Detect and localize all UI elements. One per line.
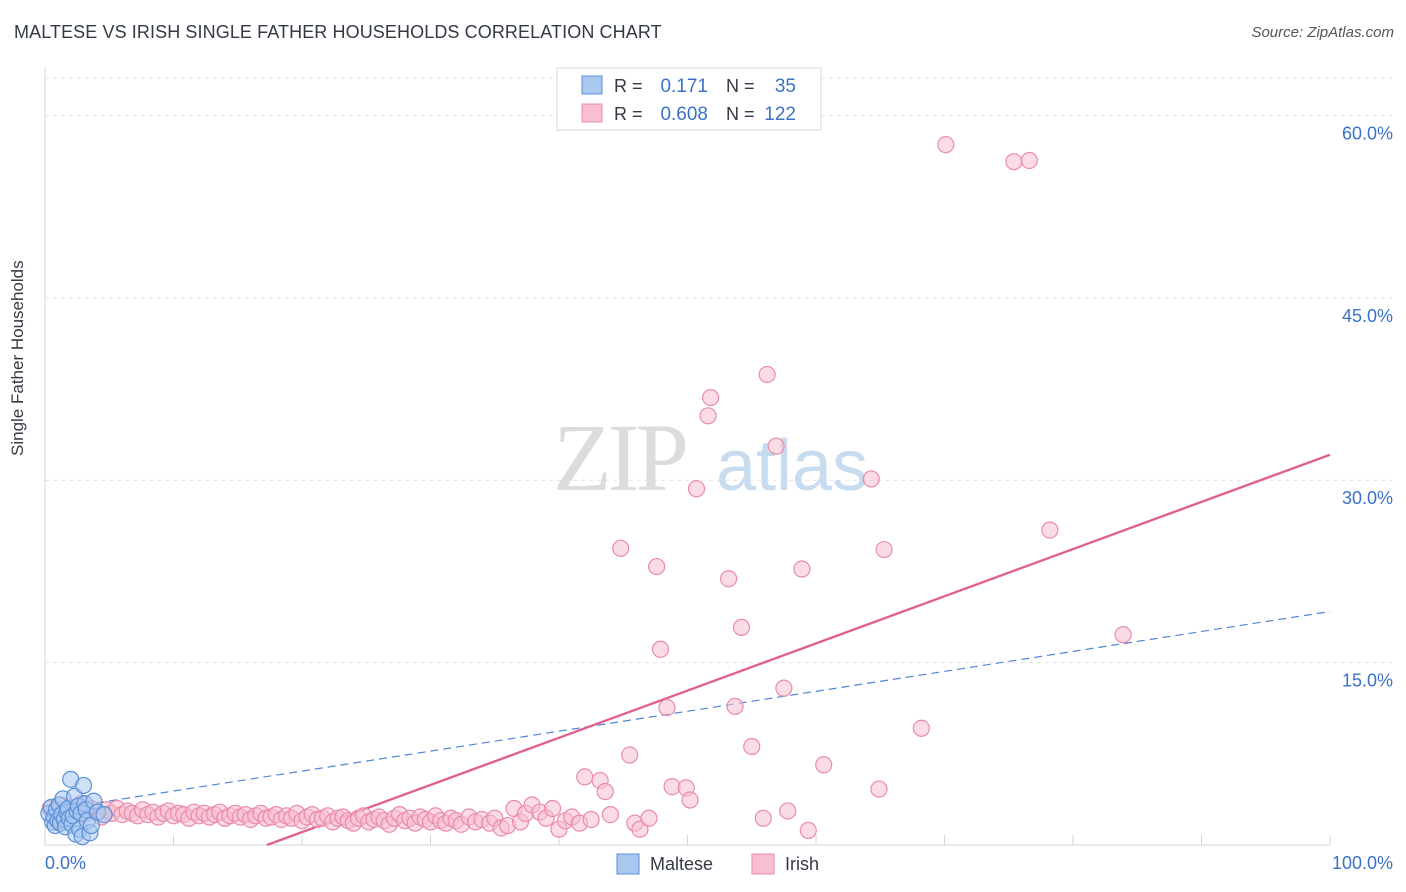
axes: [44, 67, 1330, 846]
maltese-point: [95, 806, 113, 824]
irish-point: [779, 802, 797, 820]
maltese-trend-line: [44, 610, 1331, 812]
irish-point: [612, 539, 630, 557]
stats-legend: R = 0.171 N = 35 R = 0.608 N = 122: [556, 67, 822, 131]
irish-point: [601, 806, 620, 824]
irish-point: [596, 782, 614, 801]
irish-point: [767, 437, 785, 455]
irish-point: [743, 737, 761, 756]
irish-point: [726, 697, 744, 715]
irish-point: [862, 470, 880, 488]
irish-point: [687, 480, 706, 498]
source-label: Source: ZipAtlas.com: [1251, 24, 1394, 41]
irish-r-label: R =: [614, 104, 643, 124]
irish-point: [576, 768, 594, 786]
irish-point: [658, 699, 676, 717]
y-tick-label: 45.0%: [1342, 306, 1393, 326]
data-points: [40, 136, 1132, 846]
irish-point: [621, 746, 639, 764]
irish-point: [582, 810, 600, 829]
irish-point: [758, 365, 776, 384]
watermark-zip: ZIP: [553, 404, 686, 511]
irish-point: [699, 407, 717, 425]
irish-point: [754, 809, 772, 827]
irish-point: [799, 821, 817, 840]
irish-point: [1005, 153, 1023, 171]
legend-maltese-swatch: [616, 853, 640, 875]
series-legend: Maltese Irish: [616, 853, 819, 875]
watermark: ZIP atlas: [553, 404, 868, 511]
legend-irish-swatch: [751, 853, 775, 875]
maltese-point: [74, 776, 93, 795]
irish-point: [875, 540, 893, 559]
irish-point: [937, 136, 955, 154]
irish-point: [775, 679, 793, 697]
trend-lines: [44, 453, 1331, 847]
y-tick-label: 60.0%: [1342, 123, 1393, 143]
y-tick-label: 30.0%: [1342, 488, 1393, 508]
maltese-r-label: R =: [614, 76, 643, 96]
gridlines: [45, 77, 1392, 664]
x-ticks: [173, 835, 1331, 845]
x-tick-label-min: 0.0%: [45, 853, 86, 873]
chart-title: MALTESE VS IRISH SINGLE FATHER HOUSEHOLD…: [14, 22, 662, 42]
y-tick-label: 15.0%: [1342, 671, 1393, 691]
maltese-swatch: [581, 75, 603, 95]
maltese-n-label: N =: [726, 76, 755, 96]
irish-point: [870, 780, 888, 798]
irish-point: [1020, 151, 1038, 170]
irish-point: [640, 809, 658, 827]
legend-irish-label: Irish: [785, 854, 819, 874]
irish-point: [1114, 626, 1132, 644]
irish-r-value: 0.608: [660, 104, 708, 125]
irish-n-label: N =: [726, 104, 755, 124]
irish-n-value: 122: [764, 104, 796, 125]
x-tick-labels: 0.0% 100.0%: [45, 853, 1393, 873]
y-tick-labels: 15.0% 30.0% 45.0% 60.0%: [1342, 123, 1393, 690]
watermark-atlas: atlas: [716, 426, 868, 506]
irish-point: [815, 756, 833, 774]
irish-point: [732, 618, 751, 636]
irish-point: [912, 719, 930, 737]
irish-point: [720, 570, 738, 588]
irish-point: [1041, 521, 1059, 539]
irish-point: [681, 791, 699, 809]
irish-point: [793, 560, 811, 578]
legend-maltese-label: Maltese: [650, 854, 713, 874]
irish-point: [702, 388, 720, 407]
irish-trend-line: [266, 453, 1331, 847]
irish-point: [663, 778, 681, 796]
irish-point: [651, 640, 670, 658]
maltese-r-value: 0.171: [660, 76, 708, 97]
irish-point: [648, 557, 666, 576]
x-tick-label-max: 100.0%: [1332, 853, 1393, 873]
maltese-n-value: 35: [775, 76, 796, 97]
irish-point: [543, 799, 562, 818]
irish-swatch: [581, 103, 603, 123]
